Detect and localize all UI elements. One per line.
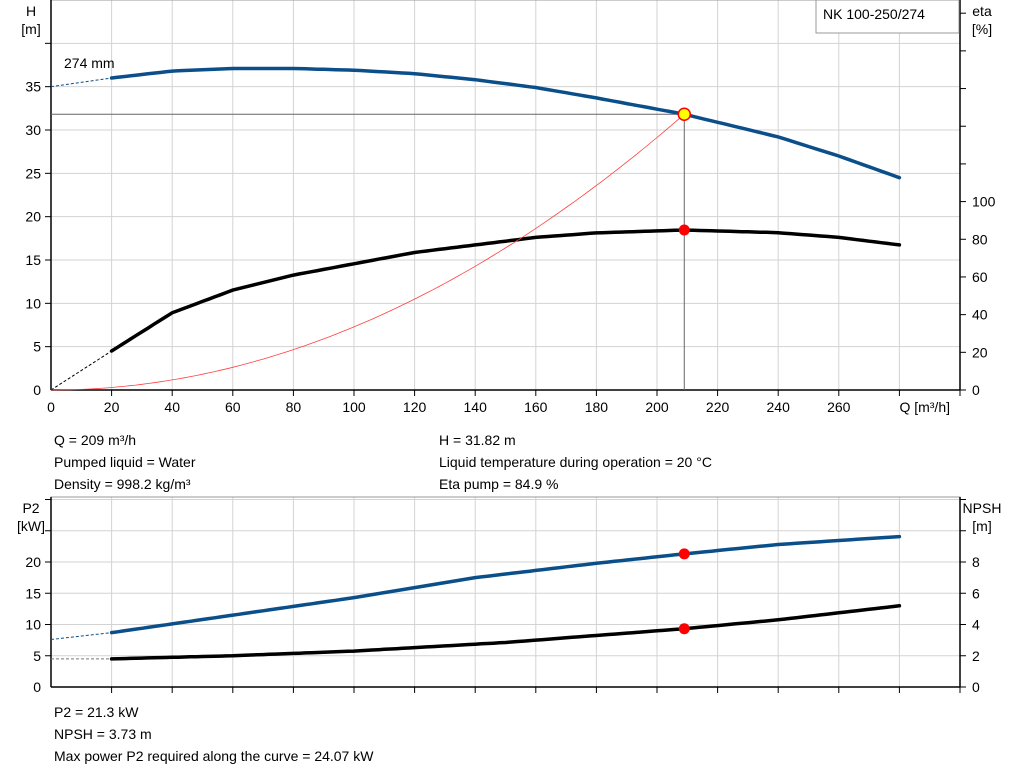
y-right-tick-label: 20	[972, 344, 988, 360]
H-curve-extrapolation	[50, 77, 112, 88]
y-right-tick-label: 0	[972, 382, 980, 398]
H-curve	[109, 66, 902, 180]
x-tick-label: 160	[524, 399, 548, 415]
x-tick-label: 200	[645, 399, 669, 415]
temperature-value: Liquid temperature during operation = 20…	[439, 454, 712, 470]
duty-point-marker	[677, 107, 692, 121]
info-right: H = 31.82 m Liquid temperature during op…	[439, 429, 712, 495]
title-box	[815, 0, 960, 34]
y-left-unit: [m]	[21, 21, 40, 37]
x-tick-label: 260	[827, 399, 851, 415]
y-tick-label: 15	[25, 585, 41, 601]
x-axis-label: Q [m³/h]	[899, 399, 950, 415]
x-tick-label: 40	[164, 399, 180, 415]
y-tick-label: 35	[25, 79, 41, 95]
plot-frame	[50, 0, 961, 391]
P2-curve	[109, 534, 902, 635]
y-right-tick-label: 4	[972, 617, 980, 633]
y-right-unit: [m]	[972, 518, 991, 534]
y-tick-label: 20	[25, 554, 41, 570]
y-right-tick-label: 40	[972, 307, 988, 323]
y-right-tick-label: 8	[972, 554, 980, 570]
y-right-label: eta	[972, 3, 992, 19]
x-tick-label: 240	[767, 399, 791, 415]
x-tick-label: 100	[342, 399, 366, 415]
y-right-tick-label: 60	[972, 269, 988, 285]
head-value: H = 31.82 m	[439, 432, 516, 448]
x-tick-label: 60	[225, 399, 241, 415]
y-tick-label: 10	[25, 295, 41, 311]
y-right-tick-label: 80	[972, 231, 988, 247]
eta-curve	[109, 228, 902, 353]
y-tick-label: 0	[33, 382, 41, 398]
chart-title: NK 100-250/274	[823, 6, 925, 22]
npsh-operating-marker	[678, 623, 690, 635]
p2-value: P2 = 21.3 kW	[54, 704, 139, 720]
P2-curve-extrapolation	[50, 632, 112, 640]
y-tick-label: 0	[33, 679, 41, 695]
y-tick-label: 10	[25, 617, 41, 633]
eta-curve-extrapolation	[50, 350, 112, 391]
liquid-value: Pumped liquid = Water	[54, 454, 196, 470]
y-tick-label: 20	[25, 209, 41, 225]
eta-operating-marker	[678, 224, 690, 236]
y-left-label: P2	[22, 500, 39, 516]
y-left-label: H	[26, 3, 36, 19]
y-right-unit: [%]	[972, 21, 992, 37]
x-tick-label: 220	[706, 399, 730, 415]
y-tick-label: 5	[33, 648, 41, 664]
y-right-label: NPSH	[963, 500, 1002, 516]
flow-value: Q = 209 m³/h	[54, 432, 137, 448]
y-tick-label: 5	[33, 339, 41, 355]
y-right-tick-label: 0	[972, 679, 980, 695]
eta-value: Eta pump = 84.9 %	[439, 476, 559, 492]
y-tick-label: 15	[25, 252, 41, 268]
x-tick-label: 20	[104, 399, 120, 415]
x-tick-label: 180	[585, 399, 609, 415]
max-power-value: Max power P2 required along the curve = …	[54, 748, 374, 764]
x-tick-label: 120	[403, 399, 427, 415]
npsh-value: NPSH = 3.73 m	[54, 726, 152, 742]
y-tick-label: 30	[25, 122, 41, 138]
x-tick-label: 140	[464, 399, 488, 415]
system-curve	[51, 116, 682, 391]
y-left-unit: [kW]	[17, 518, 45, 534]
y-tick-label: 25	[25, 165, 41, 181]
x-tick-label: 80	[286, 399, 302, 415]
density-value: Density = 998.2 kg/m³	[54, 476, 191, 492]
impeller-label: 274 mm	[64, 55, 115, 71]
p2-operating-marker	[678, 548, 690, 560]
x-tick-label: 0	[47, 399, 55, 415]
y-right-tick-label: 100	[972, 194, 996, 210]
y-right-tick-label: 2	[972, 648, 980, 664]
info-bottom: P2 = 21.3 kW NPSH = 3.73 m Max power P2 …	[54, 701, 373, 767]
y-right-tick-label: 6	[972, 585, 980, 601]
NPSH-curve	[109, 604, 902, 661]
info-left: Q = 209 m³/h Pumped liquid = Water Densi…	[54, 429, 196, 495]
